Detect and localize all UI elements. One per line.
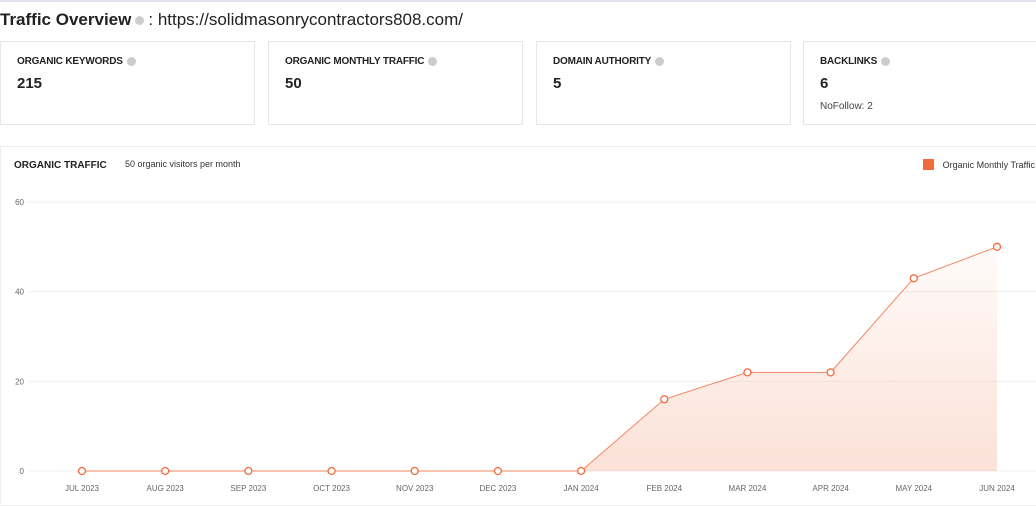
card-value: 6	[820, 75, 829, 92]
card-organic-monthly-traffic: ORGANIC MONTHLY TRAFFIC 50	[268, 41, 523, 125]
x-tick-label: OCT 2023	[313, 484, 350, 493]
x-tick-label: NOV 2023	[396, 484, 434, 493]
data-point	[244, 466, 253, 476]
data-point	[493, 466, 503, 476]
data-point	[743, 368, 752, 377]
x-tick-label: JAN 2024	[564, 484, 600, 493]
legend-swatch	[922, 159, 934, 170]
card-value: 215	[17, 75, 43, 92]
x-tick-label: AUG 2023	[147, 484, 185, 493]
data-point	[992, 242, 1002, 251]
chart-legend[interactable]: Organic Monthly Traffic	[922, 159, 1035, 170]
data-point	[77, 466, 87, 476]
data-point	[660, 395, 669, 404]
x-tick-label: JUL 2023	[65, 484, 100, 493]
card-backlinks: BACKLINKS 6 NoFollow: 2	[803, 41, 1036, 125]
help-icon[interactable]	[126, 56, 136, 66]
data-point	[327, 466, 336, 476]
card-value: 50	[285, 75, 302, 92]
card-label: ORGANIC MONTHLY TRAFFIC	[285, 56, 425, 67]
x-tick-label: SEP 2023	[230, 484, 266, 493]
card-domain-authority: DOMAIN AUTHORITY 5	[536, 41, 791, 125]
x-tick-label: APR 2024	[812, 484, 849, 493]
legend-label: Organic Monthly Traffic	[942, 159, 1035, 170]
card-value: 5	[553, 75, 562, 92]
x-tick-label: MAR 2024	[729, 484, 767, 493]
nofollow-count: NoFollow: 2	[820, 101, 873, 112]
help-icon[interactable]	[428, 56, 438, 66]
y-tick-label: 0	[20, 467, 25, 476]
series-line	[82, 246, 998, 472]
title-separator: :	[148, 10, 154, 29]
card-label: BACKLINKS	[820, 56, 878, 67]
y-tick-label: 40	[15, 288, 24, 297]
series-area	[82, 246, 997, 471]
card-organic-keywords: ORGANIC KEYWORDS 215	[0, 41, 255, 125]
x-tick-label: FEB 2024	[646, 484, 682, 493]
site-url: https://solidmasonrycontractors808.com/	[157, 10, 463, 29]
chart-subtitle: 50 organic visitors per month	[125, 159, 241, 169]
x-tick-label: MAY 2024	[896, 484, 933, 493]
y-tick-label: 60	[15, 198, 24, 207]
data-point	[909, 274, 918, 283]
help-icon[interactable]	[655, 56, 665, 66]
page-title: Traffic Overview: https://solidmasonryco…	[0, 10, 463, 30]
top-border	[0, 0, 1036, 2]
data-point	[410, 466, 419, 476]
y-tick-label: 20	[15, 377, 24, 386]
card-label: ORGANIC KEYWORDS	[17, 56, 123, 67]
data-point	[576, 466, 586, 476]
title-text: Traffic Overview	[0, 10, 132, 29]
data-point	[826, 368, 835, 377]
chart-title: ORGANIC TRAFFIC	[14, 160, 107, 171]
x-tick-label: JUN 2024	[979, 484, 1015, 493]
help-icon[interactable]	[881, 56, 891, 66]
data-point	[161, 466, 170, 476]
help-icon[interactable]	[135, 16, 145, 26]
x-tick-label: DEC 2023	[479, 484, 516, 493]
card-label: DOMAIN AUTHORITY	[553, 56, 652, 67]
